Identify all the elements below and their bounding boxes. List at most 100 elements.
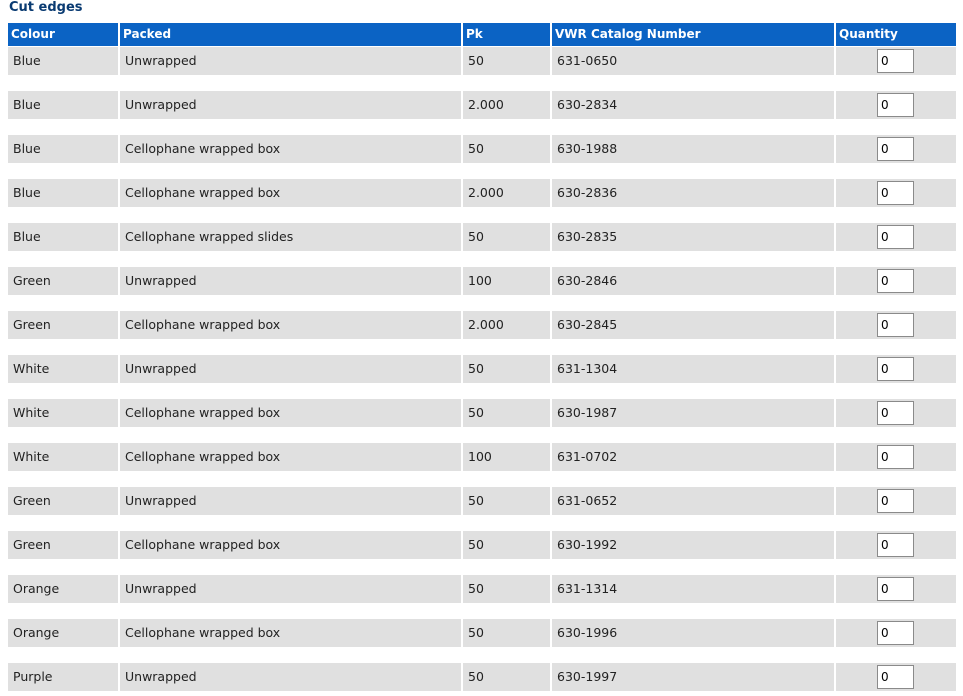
cell-catalog-number: 631-0650 [552,47,836,75]
cell-packed: Unwrapped [120,91,463,119]
table-header: Colour Packed Pk VWR Catalog Number Quan… [8,23,956,46]
quantity-input[interactable] [877,181,914,205]
cell-quantity [836,355,956,383]
cell-catalog-number: 630-2834 [552,91,836,119]
cell-pk: 2.000 [463,311,552,339]
cell-colour: Orange [8,619,120,647]
cell-pk: 50 [463,399,552,427]
table-row: Blue Unwrapped 50 631-0650 [8,47,956,75]
cell-quantity [836,663,956,691]
cell-catalog-number: 630-1987 [552,399,836,427]
quantity-input[interactable] [877,445,914,469]
cell-colour: Green [8,267,120,295]
cell-quantity [836,223,956,251]
table-row: Blue Cellophane wrapped box 50 630-1988 [8,135,956,163]
cell-quantity [836,575,956,603]
table-body: BlueUnwrapped50631-0650BlueUnwrapped2.00… [8,47,956,691]
cell-catalog-number: 630-2846 [552,267,836,295]
table-row: Green Unwrapped 100 630-2846 [8,267,956,295]
cell-pk: 2.000 [463,179,552,207]
cell-packed: Cellophane wrapped box [120,135,463,163]
header-colour: Colour [8,23,120,46]
cell-colour: Blue [8,91,120,119]
cell-colour: Orange [8,575,120,603]
cell-colour: Green [8,531,120,559]
table-row: Green Cellophane wrapped box 2.000 630-2845 [8,311,956,339]
cell-colour: White [8,399,120,427]
header-pk: Pk [463,23,552,46]
quantity-input[interactable] [877,577,914,601]
quantity-input[interactable] [877,269,914,293]
cell-pk: 50 [463,575,552,603]
cell-quantity [836,443,956,471]
quantity-input[interactable] [877,401,914,425]
cell-colour: Green [8,487,120,515]
cell-pk: 50 [463,355,552,383]
cell-catalog-number: 630-1988 [552,135,836,163]
table-row: Green Unwrapped 50 631-0652 [8,487,956,515]
cell-pk: 50 [463,135,552,163]
cell-pk: 100 [463,443,552,471]
table-row: Purple Unwrapped 50 630-1997 [8,663,956,691]
table-row: Blue Unwrapped 2.000 630-2834 [8,91,956,119]
cell-catalog-number: 631-0702 [552,443,836,471]
quantity-input[interactable] [877,137,914,161]
cell-catalog-number: 630-1992 [552,531,836,559]
cell-catalog-number: 631-1314 [552,575,836,603]
quantity-input[interactable] [877,665,914,689]
product-table: Colour Packed Pk VWR Catalog Number Quan… [8,23,956,696]
cell-quantity [836,531,956,559]
cell-quantity [836,311,956,339]
table-row: White Cellophane wrapped box 50 630-1987 [8,399,956,427]
cell-colour: Blue [8,179,120,207]
cell-catalog-number: 630-1997 [552,663,836,691]
cell-quantity [836,399,956,427]
cell-packed: Unwrapped [120,663,463,691]
cell-packed: Cellophane wrapped box [120,531,463,559]
cell-colour: Green [8,311,120,339]
cell-packed: Unwrapped [120,487,463,515]
table-row: Orange Cellophane wrapped box 50 630-1996 [8,619,956,647]
cell-pk: 50 [463,619,552,647]
cell-catalog-number: 630-2836 [552,179,836,207]
table-row: Green Cellophane wrapped box 50 630-1992 [8,531,956,559]
quantity-input[interactable] [877,225,914,249]
cell-pk: 100 [463,267,552,295]
cell-packed: Unwrapped [120,355,463,383]
quantity-input[interactable] [877,357,914,381]
cell-packed: Cellophane wrapped box [120,399,463,427]
quantity-input[interactable] [877,621,914,645]
quantity-input[interactable] [877,49,914,73]
quantity-input[interactable] [877,489,914,513]
cell-pk: 2.000 [463,91,552,119]
quantity-input[interactable] [877,93,914,117]
cell-catalog-number: 631-1304 [552,355,836,383]
cell-pk: 50 [463,531,552,559]
table-row: Orange Unwrapped 50 631-1314 [8,575,956,603]
table-row: Blue Cellophane wrapped box 2.000 630-2836 [8,179,956,207]
table-row: Blue Cellophane wrapped slides 50 630-2835 [8,223,956,251]
cell-catalog-number: 631-0652 [552,487,836,515]
header-packed: Packed [120,23,463,46]
cell-quantity [836,619,956,647]
cell-colour: Blue [8,135,120,163]
header-quantity: Quantity [839,27,898,41]
cell-pk: 50 [463,223,552,251]
cell-packed: Cellophane wrapped box [120,619,463,647]
cell-packed: Cellophane wrapped slides [120,223,463,251]
table-row: White Cellophane wrapped box 100 631-0702 [8,443,956,471]
cell-colour: Blue [8,47,120,75]
cell-packed: Unwrapped [120,575,463,603]
cell-packed: Cellophane wrapped box [120,311,463,339]
cell-colour: Purple [8,663,120,691]
cell-catalog-number: 630-2835 [552,223,836,251]
cell-catalog-number: 630-2845 [552,311,836,339]
table-row: White Unwrapped 50 631-1304 [8,355,956,383]
quantity-input[interactable] [877,533,914,557]
cell-catalog-number: 630-1996 [552,619,836,647]
cell-quantity [836,91,956,119]
cell-packed: Unwrapped [120,47,463,75]
quantity-input[interactable] [877,313,914,337]
section-title: Cut edges [9,0,83,15]
cell-pk: 50 [463,487,552,515]
